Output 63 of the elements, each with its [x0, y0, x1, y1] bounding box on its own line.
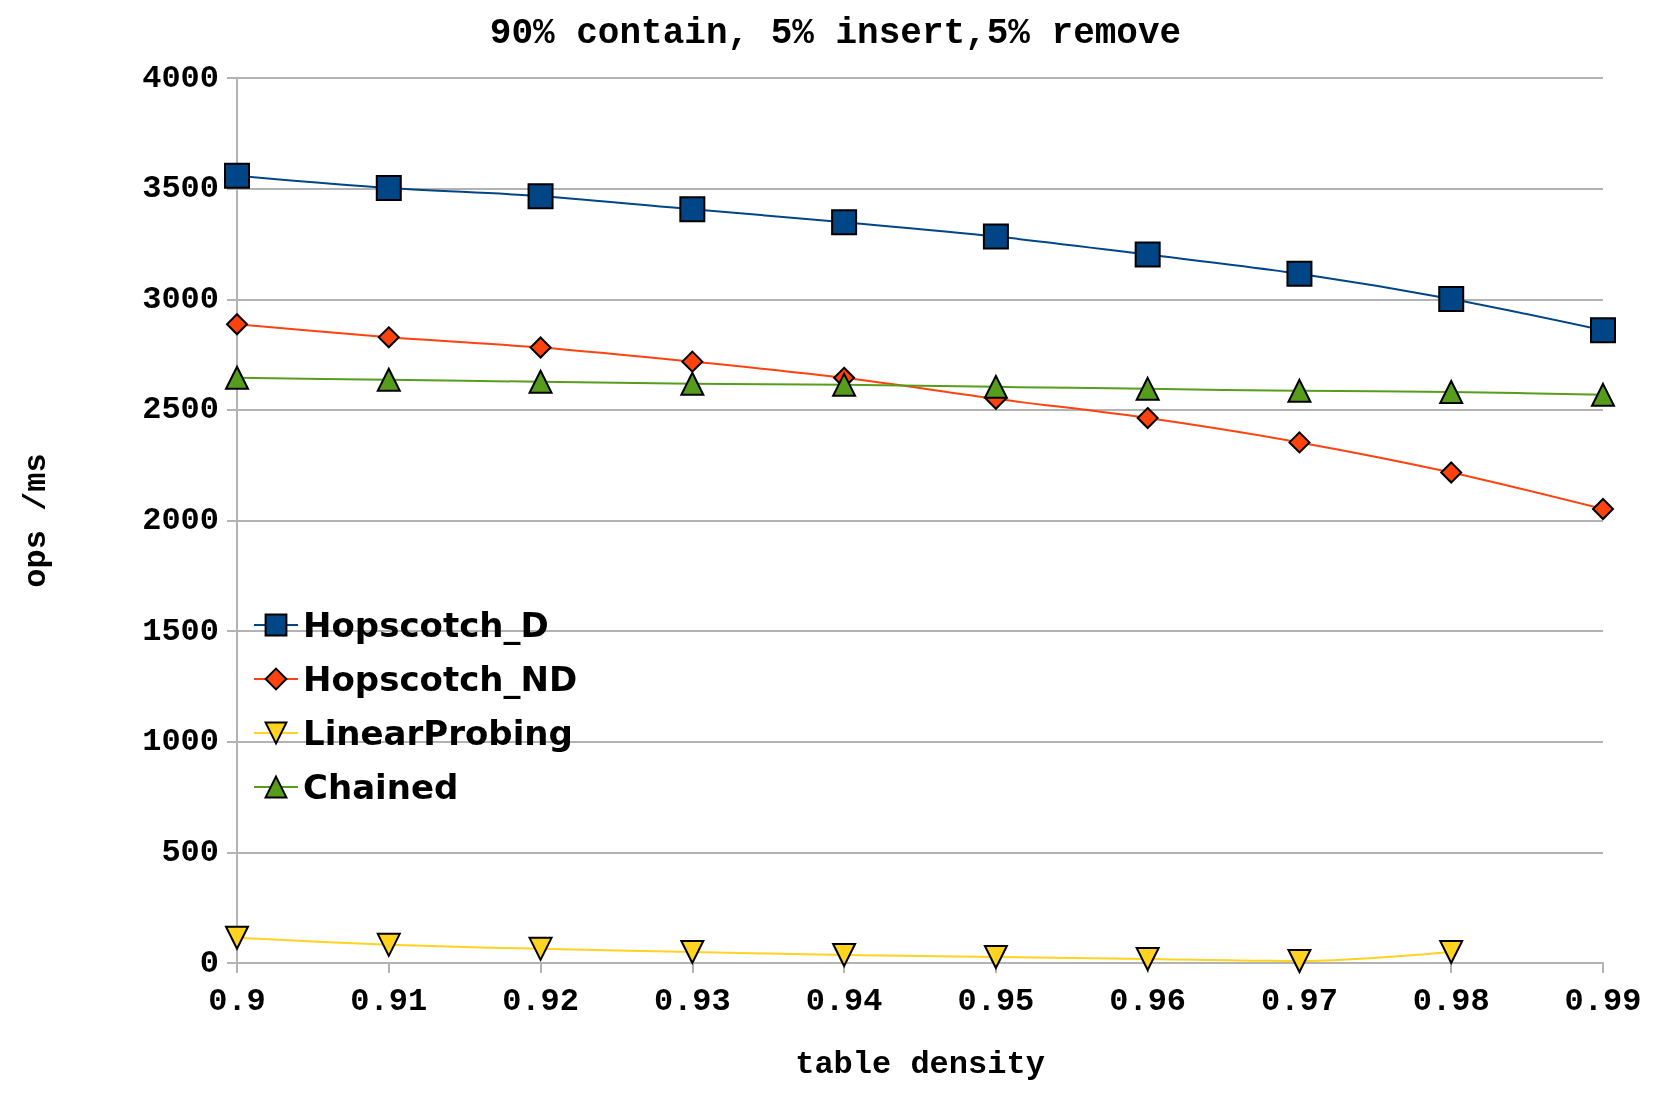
point [1288, 431, 1311, 454]
x-tick-label: 0.91 [350, 982, 428, 1020]
point [376, 932, 401, 957]
x-tick-label: 0.99 [1564, 982, 1642, 1020]
legend-label: LinearProbing [303, 713, 573, 753]
point [375, 174, 402, 201]
point [680, 371, 705, 396]
y-tick-label: 1500 [142, 612, 219, 650]
legend-label: Hopscotch_D [303, 605, 549, 645]
point [681, 350, 704, 373]
point [1438, 286, 1465, 313]
y-axis-title: ops /ms [17, 453, 55, 588]
y-tick-label: 1000 [142, 723, 219, 761]
point [1591, 382, 1615, 407]
point [1287, 378, 1312, 403]
point [1439, 939, 1464, 964]
x-tick-label: 0.94 [805, 982, 883, 1020]
point [983, 374, 1008, 399]
point [527, 183, 554, 210]
point [1592, 497, 1614, 520]
point [982, 223, 1009, 250]
point [528, 369, 553, 394]
point [226, 313, 248, 336]
point [1134, 241, 1161, 268]
point [831, 209, 858, 236]
point [1439, 379, 1464, 404]
point [832, 943, 857, 968]
y-tick-label: 0 [199, 944, 219, 982]
point [983, 945, 1008, 970]
point [376, 367, 401, 392]
y-tick-label: 4000 [142, 59, 219, 97]
legend-label: Hopscotch_ND [303, 659, 578, 699]
y-tick-label: 2000 [142, 502, 219, 539]
chart-title: 90% contain, 5% insert,5% remove [489, 12, 1182, 54]
x-tick-label: 0.92 [502, 982, 579, 1020]
point [377, 326, 400, 349]
point [1286, 260, 1313, 287]
point [1287, 949, 1312, 974]
x-axis-title: table density [795, 1045, 1045, 1083]
x-tick-label: 0.9 [208, 982, 266, 1020]
x-tick-label: 0.93 [653, 982, 731, 1020]
point [528, 936, 553, 961]
point [224, 162, 250, 189]
point [1135, 947, 1160, 972]
x-tick-label: 0.95 [957, 982, 1035, 1020]
point [1440, 461, 1463, 484]
x-tick-label: 0.97 [1261, 982, 1338, 1020]
point [529, 336, 552, 359]
x-tick-label: 0.98 [1412, 982, 1490, 1020]
point [679, 196, 706, 223]
y-tick-label: 2500 [142, 391, 219, 429]
x-tick-label: 0.96 [1109, 982, 1187, 1020]
point [1590, 317, 1616, 344]
point [225, 365, 249, 390]
point [1135, 376, 1160, 401]
point [680, 939, 705, 964]
y-tick-label: 3500 [142, 170, 219, 208]
y-tick-label: 500 [161, 833, 219, 871]
point [1136, 407, 1159, 430]
y-tick-label: 3000 [142, 280, 219, 318]
point [832, 372, 857, 397]
legend-label: Chained [303, 767, 459, 807]
point [225, 925, 249, 950]
